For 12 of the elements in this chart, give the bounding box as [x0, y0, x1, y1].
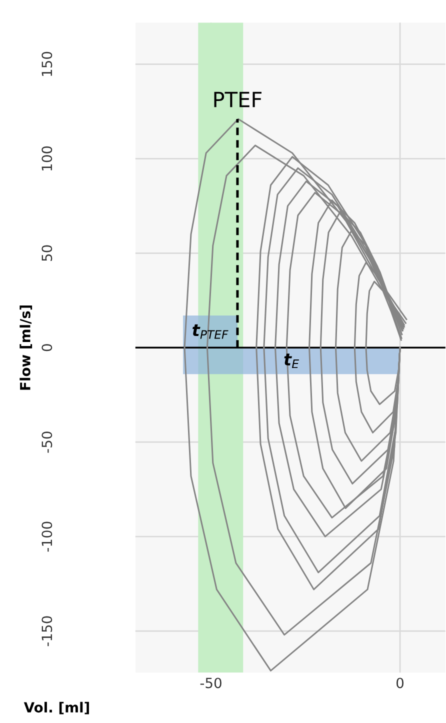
y-tick-label: -50	[42, 432, 52, 453]
series-label: PTEF	[214, 92, 262, 108]
y-tick-label: -150	[42, 616, 52, 646]
y-tick-label: 150	[42, 52, 52, 76]
y-tick-label: 50	[42, 245, 52, 261]
series-label: t$_{PTEF}$	[192, 324, 228, 339]
y-tick-label: 0	[42, 344, 52, 352]
y-tick-label: 100	[42, 146, 52, 170]
y-tick-label: -100	[42, 522, 52, 552]
series-label: t$_{E}$	[284, 354, 299, 368]
x-axis-title: Vol. [ml]	[24, 702, 89, 714]
y-axis-title: Flow [ml/s]	[20, 305, 32, 390]
